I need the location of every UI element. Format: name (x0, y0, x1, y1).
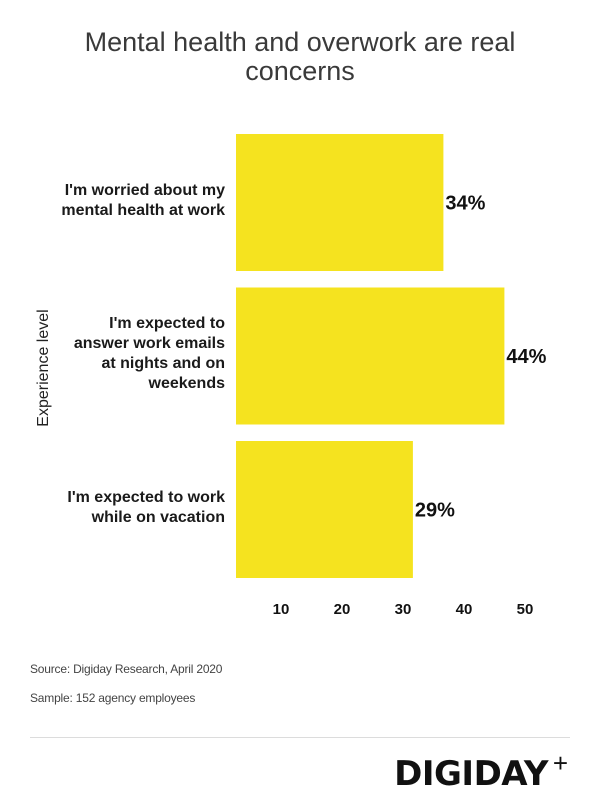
category-label-line: I'm expected to (109, 315, 225, 332)
footer-divider (30, 737, 570, 738)
x-tick-label-50: 50 (517, 601, 534, 618)
bar-3 (236, 441, 413, 578)
category-label-3: I'm expected to work while on vacation (35, 488, 225, 528)
category-label-2: I'm expected to answer work emails at nigh… (35, 314, 225, 394)
category-label-line: answer work emails (73, 335, 225, 352)
category-label-line: at nights and on (101, 355, 225, 372)
x-tick-label-40: 40 (456, 601, 473, 618)
chart-title: Mental health and overwork are real conc… (84, 27, 516, 86)
category-label-1: I'm worried about my mental health at wor… (35, 181, 225, 221)
data-label-3: 29% (415, 500, 455, 522)
data-label-1: 34% (445, 193, 485, 215)
sample-note: Sample: 152 agency employees (30, 691, 196, 705)
x-tick-label-10: 10 (273, 601, 290, 618)
category-label-line: I'm expected to work (67, 488, 225, 506)
data-label-2: 44% (506, 346, 546, 368)
source-note: Source: Digiday Research, April 2020 (30, 662, 223, 676)
category-label-line: while on vacation (91, 508, 225, 526)
category-label-line: I'm worried about my (64, 181, 225, 199)
x-tick-label-20: 20 (334, 601, 351, 618)
digiday-logo: DIGIDAY (394, 754, 548, 794)
bar-2 (236, 287, 505, 425)
bar-1 (236, 134, 444, 271)
category-label-line: mental health at work (61, 201, 225, 219)
bar-chart: 34% 44% 29% 10 20 30 40 50 (236, 134, 547, 618)
x-tick-label-30: 30 (395, 601, 412, 618)
plus-icon: + (552, 748, 568, 778)
category-label-line: weekends (148, 375, 225, 392)
